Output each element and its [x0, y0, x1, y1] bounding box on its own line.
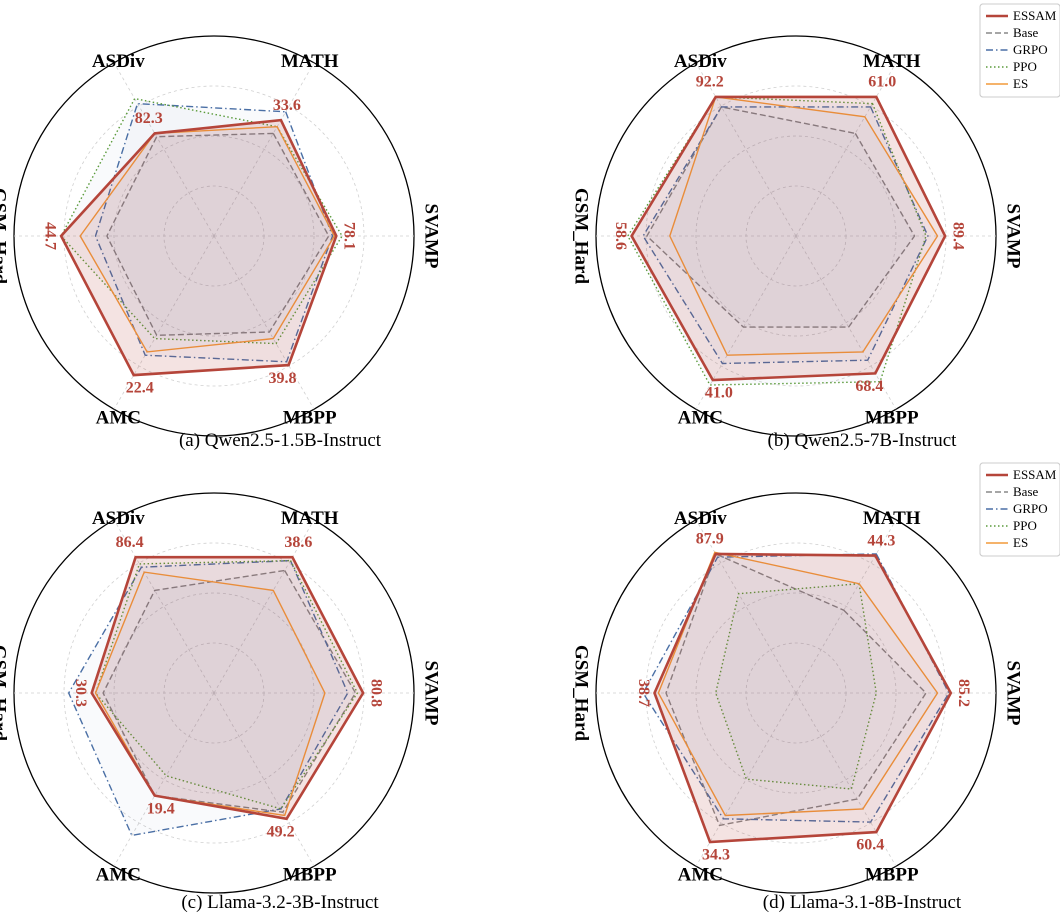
panel-caption: (a) Qwen2.5-1.5B-Instruct [179, 430, 382, 451]
radar-chart-4: MATH SVAMP MBPP AMC GSM_Hard ASDiv 44.3 85.2 60.… [571, 462, 1060, 913]
value-label-gsm_hard: 38.7 [635, 679, 652, 707]
legend-label-base: Base [1013, 484, 1039, 499]
value-label-mbpp: 68.4 [855, 378, 883, 395]
panel-caption: (d) Llama-3.1-8B-Instruct [763, 892, 962, 913]
value-label-asdiv: 92.2 [696, 74, 724, 91]
panel-caption: (b) Qwen2.5-7B-Instruct [768, 430, 958, 451]
series-grpo [642, 106, 929, 365]
value-label-amc: 19.4 [147, 800, 175, 817]
series-base [106, 132, 330, 337]
value-label-gsm_hard: 30.3 [72, 679, 89, 707]
series-grpo [94, 102, 334, 363]
value-label-math: 61.0 [868, 74, 896, 91]
value-label-asdiv: 87.9 [696, 531, 724, 548]
value-label-math: 33.6 [273, 97, 301, 114]
axis-label-asdiv: ASDiv [674, 51, 727, 72]
value-label-mbpp: 60.4 [856, 837, 884, 854]
series-essam [59, 118, 338, 377]
value-label-gsm_hard: 58.6 [612, 222, 629, 250]
series-essam [90, 555, 365, 821]
axis-label-mbpp: MBPP [865, 865, 919, 886]
axis-label-amc: AMC [678, 408, 723, 429]
legend-box [979, 462, 1060, 557]
axis-label-asdiv: ASDiv [92, 51, 145, 72]
axis-label-gsm_hard: GSM_Hard [571, 645, 592, 741]
value-label-svamp: 80.8 [367, 679, 384, 707]
grid-ring-2 [695, 135, 897, 337]
axis-label-gsm_hard: GSM_Hard [0, 645, 10, 741]
series-grpo [642, 553, 950, 823]
panel-caption: (c) Llama-3.2-3B-Instruct [181, 892, 379, 913]
legend-label-grpo: GRPO [1013, 501, 1048, 516]
legend-label-es: ES [1013, 76, 1028, 91]
axis-label-svamp: SVAMP [1003, 203, 1024, 268]
legend: ESSAM Base GRPO PPO ES [979, 3, 1060, 98]
radar-chart-2: MATH SVAMP MBPP AMC GSM_Hard ASDiv 61.0 89.4 68.… [571, 3, 1060, 451]
axis-label-math: MATH [281, 508, 339, 529]
series-ppo [94, 559, 359, 810]
axis-label-math: MATH [281, 51, 339, 72]
axis-label-math: MATH [863, 51, 921, 72]
legend: ESSAM Base GRPO PPO ES [979, 462, 1060, 557]
axis-label-svamp: SVAMP [421, 203, 442, 268]
axis-label-gsm_hard: GSM_Hard [0, 188, 10, 284]
series-essam [630, 95, 947, 382]
value-label-amc: 22.4 [126, 380, 154, 397]
axis-label-mbpp: MBPP [865, 408, 919, 429]
legend-label-ppo: PPO [1013, 518, 1037, 533]
grid-ring-2 [695, 592, 897, 794]
series-es [657, 551, 939, 817]
axis-label-svamp: SVAMP [421, 660, 442, 725]
axis-label-asdiv: ASDiv [92, 508, 145, 529]
value-label-svamp: 78.1 [341, 222, 358, 250]
value-label-asdiv: 86.4 [116, 534, 144, 551]
value-label-svamp: 85.2 [955, 679, 972, 707]
axis-label-gsm_hard: GSM_Hard [571, 188, 592, 284]
value-label-amc: 41.0 [705, 385, 733, 402]
value-label-amc: 34.3 [702, 847, 730, 864]
axis-label-amc: AMC [678, 865, 723, 886]
axis-label-mbpp: MBPP [283, 408, 337, 429]
legend-label-es: ES [1013, 535, 1028, 550]
axis-label-svamp: SVAMP [1003, 660, 1024, 725]
value-label-gsm_hard: 44.7 [41, 222, 58, 250]
value-label-math: 44.3 [867, 532, 895, 549]
series-grpo [67, 559, 349, 837]
series-ppo [714, 582, 878, 790]
value-label-math: 38.6 [284, 534, 312, 551]
value-label-mbpp: 49.2 [267, 823, 295, 840]
axis-label-mbpp: MBPP [283, 865, 337, 886]
series-essam [653, 552, 953, 844]
legend-label-essam: ESSAM [1013, 467, 1057, 482]
grid-ring-2 [113, 135, 315, 337]
legend-label-ppo: PPO [1013, 59, 1037, 74]
legend-label-essam: ESSAM [1013, 8, 1057, 23]
value-label-mbpp: 39.8 [269, 370, 297, 387]
value-label-asdiv: 82.3 [135, 110, 163, 127]
series-base [665, 552, 927, 827]
legend-label-base: Base [1013, 25, 1039, 40]
axis-label-asdiv: ASDiv [674, 508, 727, 529]
value-label-svamp: 89.4 [949, 222, 966, 250]
legend-box [979, 3, 1060, 98]
axis-label-math: MATH [863, 508, 921, 529]
legend-label-grpo: GRPO [1013, 42, 1048, 57]
axis-label-amc: AMC [96, 408, 141, 429]
grid-ring-2 [113, 592, 315, 794]
axis-label-amc: AMC [96, 865, 141, 886]
